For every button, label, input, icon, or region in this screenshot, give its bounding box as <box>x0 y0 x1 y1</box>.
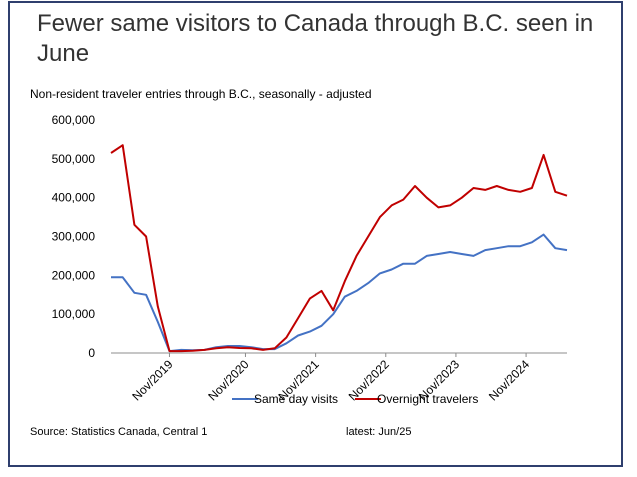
y-tick-label: 200,000 <box>52 268 96 282</box>
y-tick-label: 100,000 <box>52 307 96 321</box>
latest-note: latest: Jun/25 <box>346 426 412 438</box>
y-tick-label: 300,000 <box>52 230 96 244</box>
x-axis: Nov/2019 Nov/2020 Nov/2021 Nov/2022 Nov/2023… <box>111 352 567 403</box>
series-line-same-day-visits <box>111 233 568 353</box>
series-line-overnight-travelers <box>110 144 568 353</box>
y-tick-label: 600,000 <box>52 113 96 127</box>
chart-title: Non-resident traveler entries through B.… <box>30 87 372 101</box>
x-tick-label: Nov/2019 <box>129 357 175 403</box>
source-note: Source: Statistics Canada, Central 1 <box>30 426 208 438</box>
y-axis: 0 100,000 200,000 300,000 400,000 500,000 600,… <box>52 113 96 360</box>
x-tick-label: Nov/2020 <box>205 357 251 403</box>
y-tick-label: 400,000 <box>52 191 96 205</box>
series-lines <box>110 144 568 353</box>
x-tick-label: Nov/2024 <box>486 357 532 403</box>
slide-frame <box>8 1 623 467</box>
y-tick-label: 0 <box>88 346 95 360</box>
legend: Same day visits Overnight travelers <box>232 392 478 406</box>
legend-label: Overnight travelers <box>377 392 478 406</box>
y-tick-label: 500,000 <box>52 152 96 166</box>
legend-label: Same day visits <box>254 392 338 406</box>
slide-title: Fewer same visitors to Canada through B.… <box>37 10 594 67</box>
